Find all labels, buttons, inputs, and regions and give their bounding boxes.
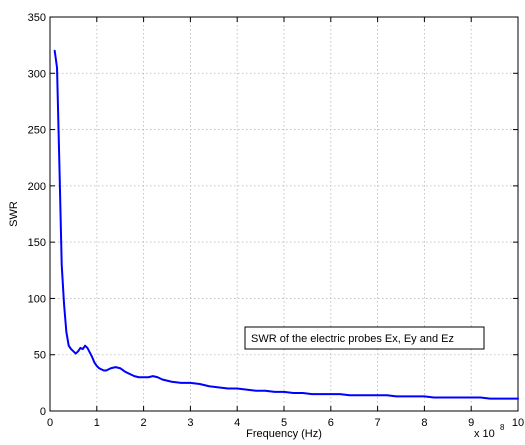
x-tick-label: 5: [281, 417, 287, 429]
annotation-frame: [244, 326, 485, 350]
x-tick-label: 0: [47, 417, 53, 429]
annotation-box: SWR of the electric probes Ex, Ey and Ez: [244, 326, 485, 350]
annotation-text: SWR of the electric probes Ex, Ey and Ez: [251, 333, 454, 345]
y-axis-label: SWR: [8, 201, 20, 227]
y-tick-label: 100: [28, 293, 46, 305]
y-tick-label: 200: [28, 181, 46, 193]
x-tick-label: 9: [468, 417, 474, 429]
y-tick-label: 50: [34, 350, 46, 362]
plot-area-frame: [49, 16, 519, 412]
y-tick-label: 250: [28, 125, 46, 137]
data-series: [53, 49, 519, 400]
x-axis-multiplier-exponent: 8: [500, 423, 505, 432]
y-tick-label: 350: [28, 12, 46, 24]
swr-series-line: [53, 49, 519, 400]
x-tick-label: 8: [421, 417, 427, 429]
x-axis-label: Frequency (Hz): [246, 428, 322, 440]
y-tick-label: 150: [28, 237, 46, 249]
y-tick-label: 300: [28, 68, 46, 80]
x-tick-label: 10: [512, 417, 524, 429]
x-tick-label: 7: [375, 417, 381, 429]
axis-ticks: [49, 16, 519, 412]
x-tick-label: 6: [328, 417, 334, 429]
x-tick-label: 4: [234, 417, 240, 429]
y-tick-label: 0: [40, 406, 46, 418]
x-tick-label: 3: [187, 417, 193, 429]
x-tick-label: 2: [141, 417, 147, 429]
x-tick-label: 1: [94, 417, 100, 429]
x-axis-multiplier: x 10: [474, 428, 495, 440]
